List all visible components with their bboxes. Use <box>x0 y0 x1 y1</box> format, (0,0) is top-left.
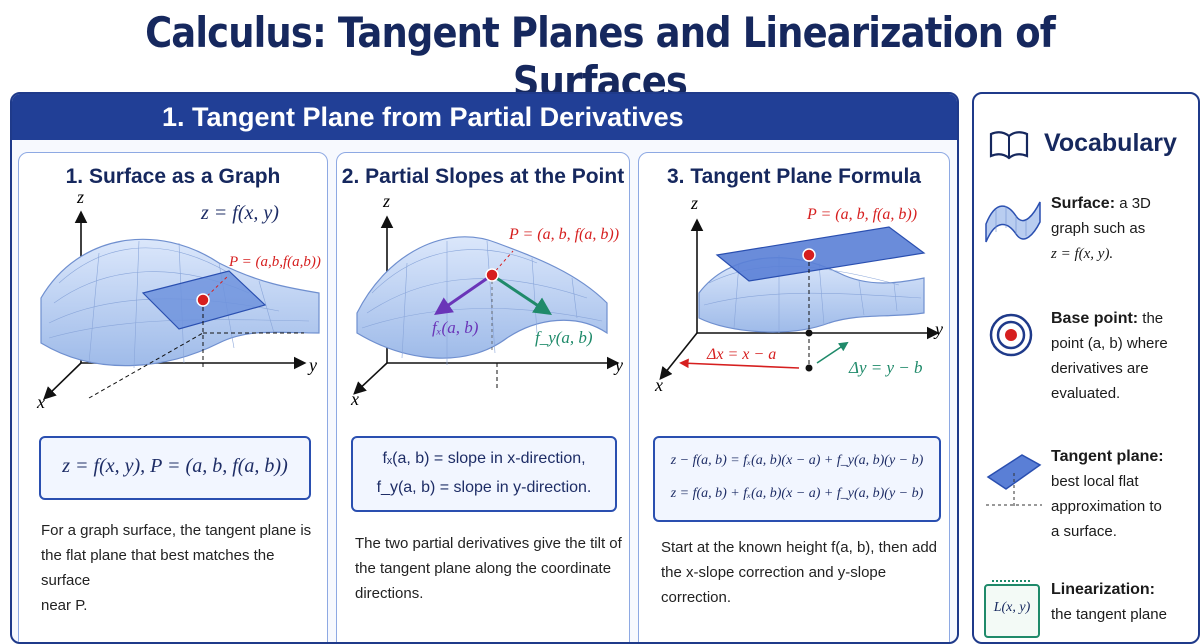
panel-title: 1. Surface as a Graph <box>65 165 281 188</box>
formula-box: z − f(a, b) = fₓ(a, b)(x − a) + f_y(a, b… <box>653 436 941 522</box>
point-p <box>485 268 499 282</box>
surface <box>356 236 608 359</box>
panel-description: For a graph surface, the tangent plane i… <box>41 518 321 618</box>
projection-line <box>88 332 204 399</box>
vocab-item-surface: Surface: a 3D graph such as z = f(x, y). <box>1051 191 1193 267</box>
formula-line: z = f(a, b) + fₓ(a, b)(x − a) + f_y(a, b… <box>670 486 924 501</box>
page-title: Calculus: Tangent Planes and Linearizati… <box>145 8 1056 106</box>
vocab-text: point (a, b) where <box>1051 335 1168 352</box>
y-label: y <box>613 355 623 375</box>
main-section: 1. Tangent Plane from Partial Derivative… <box>10 92 959 644</box>
y-label: y <box>933 319 943 339</box>
plane-icon <box>986 454 1042 507</box>
vocab-text: the <box>1142 310 1164 327</box>
x-label: x <box>350 389 359 409</box>
vocabulary-panel: Vocabulary Surface: a 3D graph such as z… <box>972 92 1200 644</box>
vocab-item-base-point: Base point: the point (a, b) where deriv… <box>1051 306 1193 406</box>
vocab-text: a surface. <box>1051 523 1117 540</box>
dy-arrow <box>816 341 849 364</box>
panel-partial-slopes: 2. Partial Slopes at the Point <box>336 152 630 642</box>
x-label: x <box>654 375 663 395</box>
description-line: the tangent plane along the coordinate <box>355 560 612 577</box>
vocab-text: approximation to <box>1051 498 1162 515</box>
surface-grid <box>361 240 603 365</box>
formula-box: z = f(x, y), P = (a, b, f(a, b)) <box>39 436 311 500</box>
panel-title: 3. Tangent Plane Formula <box>667 165 921 188</box>
vocab-item-linearization: Linearization: the tangent plane <box>1051 577 1193 627</box>
vocab-text: evaluated. <box>1051 385 1121 402</box>
tangent-plane <box>715 226 926 282</box>
formula-line: z − f(a, b) = fₓ(a, b)(x − a) + f_y(a, b… <box>670 453 924 468</box>
vocabulary-title: Vocabulary <box>1044 129 1177 157</box>
point-p <box>802 248 816 262</box>
vocab-term: Tangent plane: <box>1051 448 1164 465</box>
panel-tangent-formula: 3. Tangent Plane Formula <box>638 152 950 642</box>
x-axis <box>353 362 388 395</box>
panel-description: The two partial derivatives give the til… <box>355 531 625 606</box>
vocab-term: Linearization: <box>1051 581 1156 598</box>
description-line: For a graph surface, the tangent plane i… <box>41 522 312 539</box>
description-line: The two partial derivatives give the til… <box>355 535 622 552</box>
formula-box: fₓ(a, b) = slope in x-direction, f_y(a, … <box>351 436 617 512</box>
point-p <box>196 293 210 307</box>
panel-surface-graph: 1. Surface as a Graph <box>18 152 328 642</box>
panel-title: 2. Partial Slopes at the Point <box>341 165 625 188</box>
target-icon <box>989 313 1033 357</box>
fx-arrow <box>434 273 493 316</box>
vocab-text: derivatives are <box>1051 360 1149 377</box>
dx-arrow <box>679 358 800 369</box>
description-line: correction. <box>661 589 732 606</box>
partial-slopes-diagram: z x y P = (a, b, f(a, b)) fₓ(a, b) f_y(a… <box>350 193 623 409</box>
vocab-term: Surface: <box>1051 195 1116 212</box>
x-axis <box>43 362 82 400</box>
notebook-label: L(x, y) <box>993 600 1031 615</box>
panel-description: Start at the known height f(a, b), then … <box>661 535 945 610</box>
y-label: y <box>307 355 317 375</box>
base-dot <box>805 329 813 337</box>
point-label: P = (a, b, f(a, b)) <box>806 206 917 223</box>
description-line: the x-slope correction and y-slope <box>661 564 887 581</box>
point-label: P = (a,b,f(a,b)) <box>228 254 321 270</box>
vocab-text: graph such as <box>1051 220 1146 237</box>
vocab-text: the tangent plane <box>1051 606 1167 623</box>
formula-line: f_y(a, b) = slope in y-direction. <box>376 479 592 496</box>
tangent-formula-diagram: z x y P = (a, b, f(a, b)) Δx = x − a Δy … <box>654 193 943 395</box>
book-icon <box>989 131 1029 160</box>
z-label: z <box>382 193 390 211</box>
dy-label: Δy = y − b <box>848 358 923 377</box>
fy-label: f_y(a, b) <box>535 328 593 347</box>
z-label: z <box>690 193 698 213</box>
surface-equation: z = f(x, y) <box>200 202 279 224</box>
vocab-text: z = f(x, y). <box>1051 246 1114 262</box>
z-label: z <box>76 193 84 207</box>
base-dot <box>805 364 813 372</box>
description-line: near P. <box>41 597 88 614</box>
vocab-term: Base point: <box>1051 310 1139 327</box>
surface-icon <box>985 201 1041 243</box>
description-line: Start at the known height f(a, b), then … <box>661 539 938 556</box>
description-line: directions. <box>355 585 424 602</box>
dx-label: Δx = x − a <box>706 346 776 363</box>
point-label: P = (a, b, f(a, b)) <box>508 226 619 243</box>
fy-arrow <box>491 273 552 315</box>
formula-line: fₓ(a, b) = slope in x-direction, <box>382 450 586 467</box>
vocab-text: a 3D <box>1119 195 1151 212</box>
description-line: the flat plane that best matches the sur… <box>41 547 275 589</box>
surface-graph-diagram: z x y z = f(x, y) P = (a,b,f(a,b)) <box>36 193 321 412</box>
formula-line: z = f(x, y), P = (a, b, f(a, b)) <box>62 455 288 477</box>
x-axis <box>659 332 698 380</box>
section-header: 1. Tangent Plane from Partial Derivative… <box>12 94 957 140</box>
notebook-icon: L(x, y) <box>984 580 1040 638</box>
vocab-item-tangent-plane: Tangent plane: best local flat approxima… <box>1051 444 1193 544</box>
vocab-text: best local flat <box>1051 473 1139 490</box>
fx-label: fₓ(a, b) <box>432 318 479 337</box>
x-label: x <box>36 392 45 412</box>
